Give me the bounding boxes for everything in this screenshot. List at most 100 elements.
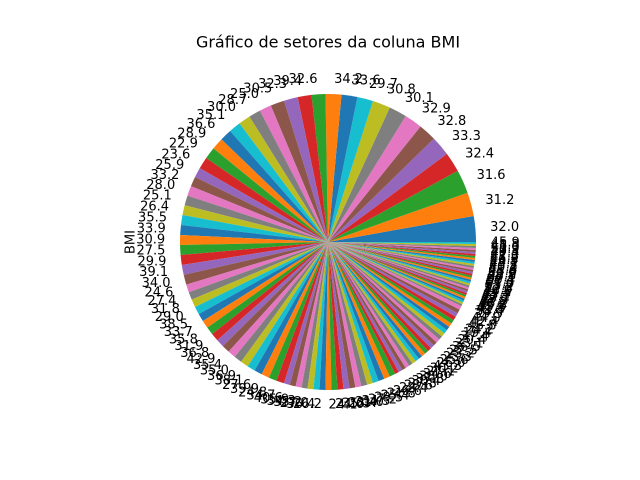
pie-wedge xyxy=(328,138,447,242)
pie-wedge xyxy=(180,224,328,242)
pie-wedge xyxy=(191,242,328,307)
wedge-label: 48.3 xyxy=(491,238,520,253)
pie-wedge xyxy=(328,242,385,382)
wedge-label: 34.7 xyxy=(246,389,275,404)
wedge-label: 25.6 xyxy=(440,353,469,368)
wedge-label: 42.3 xyxy=(490,249,519,264)
wedge-label: 39.5 xyxy=(474,307,503,322)
pie-wedge xyxy=(180,242,328,266)
wedge-label: 52.3 xyxy=(484,281,513,296)
pie-wedge xyxy=(249,110,328,242)
pie-wedge xyxy=(328,242,474,272)
pie-wedge xyxy=(328,242,476,257)
wedge-label: 31.8 xyxy=(151,302,180,317)
pie-wedge xyxy=(328,242,338,390)
wedge-label: 44.0 xyxy=(472,311,501,326)
wedge-label: 27.4 xyxy=(147,294,176,309)
wedge-label: 30.0 xyxy=(207,100,236,115)
wedge-label: 31.0 xyxy=(355,395,384,410)
pie-wedge xyxy=(328,242,423,359)
pie-wedge xyxy=(328,242,454,324)
wedge-label: 45.2 xyxy=(490,251,519,266)
pie-wedge xyxy=(182,205,328,242)
pie-wedge xyxy=(276,242,328,384)
pie-wedge xyxy=(234,242,328,362)
wedge-label: 39.4 xyxy=(273,74,302,89)
pie-wedge xyxy=(328,242,462,310)
pie-wedge xyxy=(328,100,390,242)
pie-wedge xyxy=(328,242,447,334)
pie-wedge xyxy=(328,242,468,294)
pie-wedge xyxy=(328,242,475,265)
pie-wedge xyxy=(328,242,445,337)
wedge-label: 47.4 xyxy=(490,247,519,262)
pie-wedge xyxy=(328,126,434,242)
wedge-label: 40.9 xyxy=(483,283,512,298)
pie-wedge xyxy=(313,242,328,390)
pie-wedge xyxy=(328,242,419,362)
wedge-label: 25.0 xyxy=(230,87,259,102)
pie-wedge xyxy=(328,242,426,357)
wedge-label: 30.1 xyxy=(405,91,434,106)
wedge-label: 34.3 xyxy=(267,394,296,409)
wedge-label: 30.8 xyxy=(387,83,416,98)
pie-wedge xyxy=(328,242,463,307)
pie-wedge xyxy=(328,242,473,274)
pie-wedge xyxy=(180,215,328,242)
wedge-label: 25.9 xyxy=(155,158,184,173)
pie-wedge xyxy=(328,242,368,387)
pie-wedge xyxy=(328,242,476,245)
wedge-label: 38.1 xyxy=(214,374,243,389)
wedge-label: 33.7 xyxy=(164,325,193,340)
pie-wedge xyxy=(181,242,328,275)
pie-wedge xyxy=(283,242,328,385)
wedge-label: 33.9 xyxy=(137,221,166,236)
pie-wedge xyxy=(195,168,328,242)
pie-wedge xyxy=(328,242,396,377)
wedge-label: 28.6 xyxy=(404,379,433,394)
wedge-label: 32.3 xyxy=(258,77,287,92)
wedge-label: 28.4 xyxy=(348,396,377,411)
wedge-label: 24.0 xyxy=(335,397,364,412)
wedge-label: 41.0 xyxy=(491,240,520,255)
wedge-label: 32.8 xyxy=(437,114,466,129)
pie-wedge xyxy=(268,242,328,381)
wedge-label: 34.5 xyxy=(361,394,390,409)
wedge-label: 27.6 xyxy=(222,378,251,393)
pie-wedge xyxy=(328,242,410,368)
pie-wedge xyxy=(328,242,476,249)
pie-wedge xyxy=(328,242,437,346)
pie-wedge xyxy=(328,216,476,242)
wedge-label: 33.2 xyxy=(150,168,179,183)
wedge-label: 32.4 xyxy=(465,147,494,162)
wedge-label: 35.9 xyxy=(260,393,289,408)
pie-wedge xyxy=(295,242,328,388)
wedge-label: 33.3 xyxy=(452,129,481,144)
wedge-label: 37.2 xyxy=(368,392,397,407)
pie-wedge xyxy=(221,130,328,242)
pie-wedge xyxy=(328,242,476,251)
wedge-label: 28.0 xyxy=(146,178,175,193)
wedge-label: 29.7 xyxy=(369,77,398,92)
wedge-label: 32.0 xyxy=(490,220,519,235)
wedge-label: 26.6 xyxy=(393,384,422,399)
wedge-label: 25.4 xyxy=(381,389,410,404)
pie-wedge xyxy=(328,242,399,374)
pie-wedge xyxy=(328,242,456,321)
pie-wedge xyxy=(328,242,464,303)
pie-wedge xyxy=(325,242,332,390)
pie-wedge xyxy=(328,242,476,247)
wedge-label: 22.4 xyxy=(399,381,428,396)
wedge-label: 24.8 xyxy=(238,385,267,400)
wedge-label: 30.5 xyxy=(243,82,272,97)
pie-wedge xyxy=(207,242,328,335)
wedge-label: 27.5 xyxy=(136,243,165,258)
pie-wedge xyxy=(188,242,328,300)
pie-wedge xyxy=(270,100,328,243)
wedge-label: 39.1 xyxy=(139,265,168,280)
wedge-label: 30.2 xyxy=(430,362,459,377)
pie-wedge xyxy=(328,242,403,372)
wedge-label: 41.3 xyxy=(488,262,517,277)
pie-wedge xyxy=(222,242,328,352)
